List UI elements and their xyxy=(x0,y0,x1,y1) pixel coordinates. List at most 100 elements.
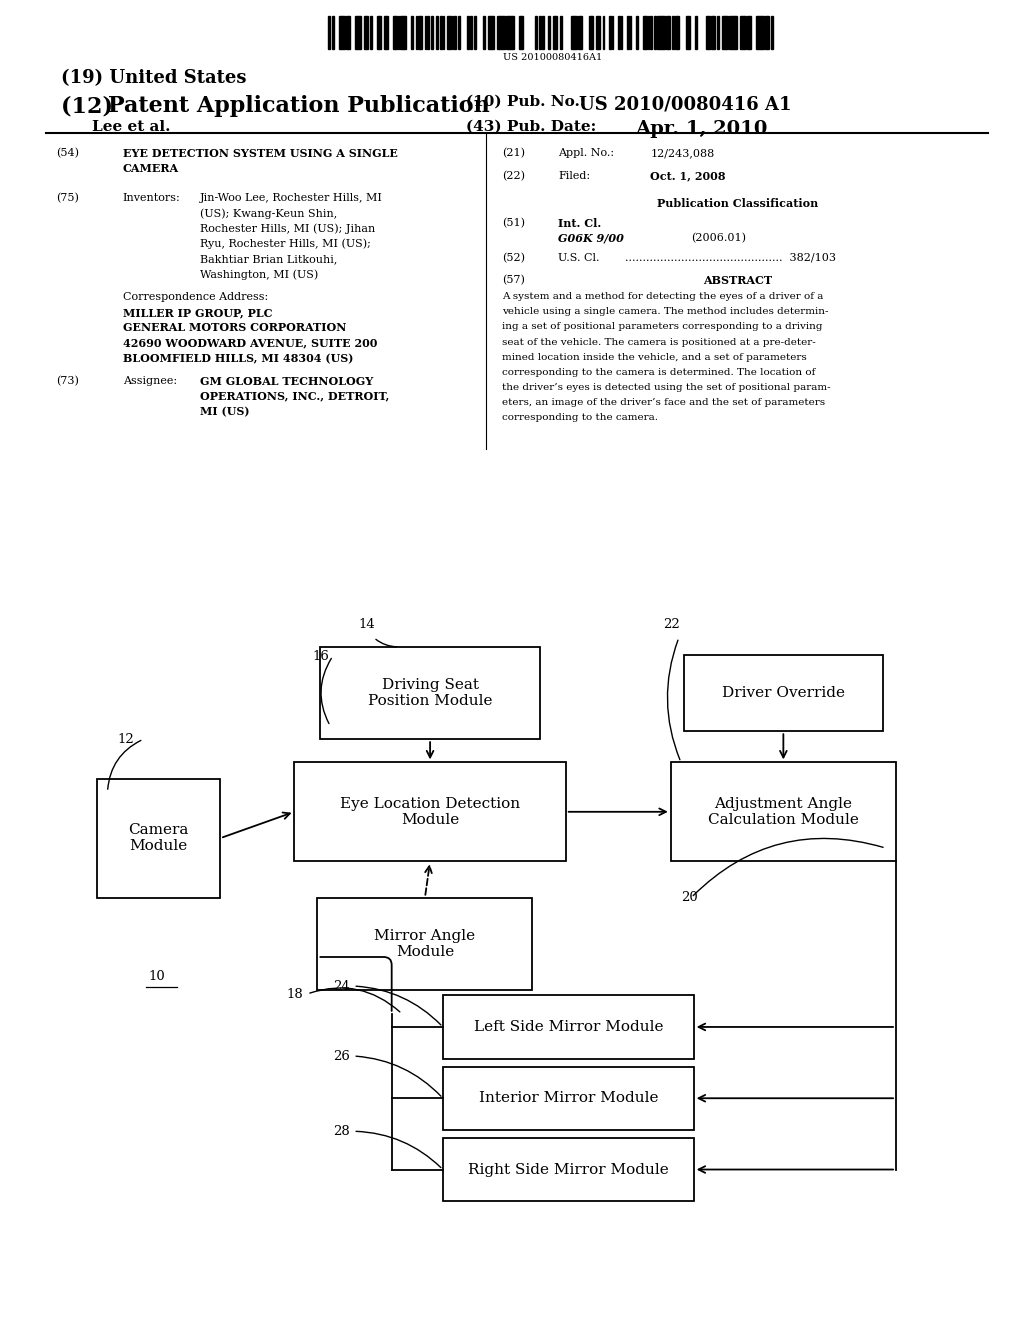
Text: Publication Classification: Publication Classification xyxy=(656,198,818,209)
FancyBboxPatch shape xyxy=(684,655,883,731)
Bar xyxy=(571,16,572,49)
Bar xyxy=(758,16,760,49)
Text: (57): (57) xyxy=(502,276,524,285)
Text: A system and a method for detecting the eyes of a driver of a: A system and a method for detecting the … xyxy=(502,292,823,301)
Bar xyxy=(452,16,454,49)
Text: .............................................  382/103: ........................................… xyxy=(625,252,836,263)
Bar xyxy=(713,16,715,49)
Text: Adjustment Angle
Calculation Module: Adjustment Angle Calculation Module xyxy=(708,797,859,826)
Bar xyxy=(474,16,476,49)
Bar xyxy=(771,16,773,49)
Text: (51): (51) xyxy=(502,218,524,228)
Bar xyxy=(724,16,726,49)
Bar xyxy=(609,16,611,49)
Text: (10) Pub. No.:: (10) Pub. No.: xyxy=(466,95,586,110)
Bar xyxy=(454,16,456,49)
Bar xyxy=(366,16,368,49)
Bar xyxy=(447,16,449,49)
Bar xyxy=(647,16,649,49)
Text: Assignee:: Assignee: xyxy=(123,375,177,385)
Text: MILLER IP GROUP, PLC: MILLER IP GROUP, PLC xyxy=(123,308,272,318)
Text: mined location inside the vehicle, and a set of parameters: mined location inside the vehicle, and a… xyxy=(502,352,807,362)
Text: eters, an image of the driver’s face and the set of parameters: eters, an image of the driver’s face and… xyxy=(502,399,825,408)
Text: (75): (75) xyxy=(56,193,79,203)
Bar xyxy=(397,16,399,49)
FancyBboxPatch shape xyxy=(317,898,532,990)
Bar xyxy=(636,16,638,49)
Text: (43) Pub. Date:: (43) Pub. Date: xyxy=(466,120,596,135)
Text: corresponding to the camera is determined. The location of: corresponding to the camera is determine… xyxy=(502,368,815,378)
Bar xyxy=(688,16,690,49)
Bar xyxy=(630,16,632,49)
Text: MI (US): MI (US) xyxy=(200,405,249,417)
Text: 12/243,088: 12/243,088 xyxy=(650,148,715,158)
Bar xyxy=(504,16,505,49)
Bar xyxy=(521,16,523,49)
Text: 12: 12 xyxy=(118,733,134,746)
Text: Driver Override: Driver Override xyxy=(722,686,845,700)
FancyBboxPatch shape xyxy=(671,762,896,861)
Bar xyxy=(489,16,492,49)
Text: Lee et al.: Lee et al. xyxy=(92,120,171,135)
Bar xyxy=(450,16,452,49)
Text: 24: 24 xyxy=(333,979,349,993)
Bar xyxy=(756,16,758,49)
FancyBboxPatch shape xyxy=(97,779,220,898)
Bar xyxy=(343,16,345,49)
Bar xyxy=(664,16,666,49)
Bar xyxy=(431,16,433,49)
Bar xyxy=(589,16,591,49)
Bar xyxy=(726,16,728,49)
Bar xyxy=(746,16,749,49)
Bar xyxy=(359,16,361,49)
Text: (2006.01): (2006.01) xyxy=(691,232,746,243)
Text: Right Side Mirror Module: Right Side Mirror Module xyxy=(468,1163,669,1176)
Text: Inventors:: Inventors: xyxy=(123,193,180,203)
Bar xyxy=(611,16,613,49)
Text: Jin-Woo Lee, Rochester Hills, MI: Jin-Woo Lee, Rochester Hills, MI xyxy=(200,193,383,203)
Text: Washington, MI (US): Washington, MI (US) xyxy=(200,269,317,280)
Bar xyxy=(354,16,356,49)
Bar xyxy=(540,16,542,49)
Text: Appl. No.:: Appl. No.: xyxy=(558,148,614,158)
Bar xyxy=(767,16,769,49)
Text: US 20100080416A1: US 20100080416A1 xyxy=(504,53,602,62)
Text: Interior Mirror Module: Interior Mirror Module xyxy=(478,1092,658,1105)
Text: ABSTRACT: ABSTRACT xyxy=(702,276,772,286)
Text: vehicle using a single camera. The method includes determin-: vehicle using a single camera. The metho… xyxy=(502,308,828,317)
Text: Apr. 1, 2010: Apr. 1, 2010 xyxy=(635,120,767,139)
Bar xyxy=(427,16,429,49)
Bar xyxy=(425,16,426,49)
Bar xyxy=(742,16,744,49)
Bar xyxy=(371,16,373,49)
Bar xyxy=(386,16,388,49)
Text: 28: 28 xyxy=(333,1125,349,1138)
Text: EYE DETECTION SYSTEM USING A SINGLE: EYE DETECTION SYSTEM USING A SINGLE xyxy=(123,148,397,158)
Bar xyxy=(735,16,737,49)
Text: seat of the vehicle. The camera is positioned at a pre-deter-: seat of the vehicle. The camera is posit… xyxy=(502,338,815,347)
Text: (52): (52) xyxy=(502,252,524,263)
Bar xyxy=(470,16,471,49)
Text: US 2010/0080416 A1: US 2010/0080416 A1 xyxy=(579,95,792,114)
Bar xyxy=(668,16,670,49)
Bar xyxy=(339,16,341,49)
Text: 22: 22 xyxy=(664,618,680,631)
Text: BLOOMFIELD HILLS, MI 48304 (US): BLOOMFIELD HILLS, MI 48304 (US) xyxy=(123,352,353,364)
Bar xyxy=(535,16,537,49)
Bar xyxy=(420,16,422,49)
Text: 18: 18 xyxy=(287,987,303,1001)
Bar xyxy=(483,16,485,49)
Bar xyxy=(765,16,767,49)
Bar xyxy=(645,16,647,49)
Bar xyxy=(499,16,501,49)
Bar xyxy=(542,16,544,49)
Bar xyxy=(598,16,600,49)
Text: (22): (22) xyxy=(502,170,524,181)
Bar xyxy=(497,16,499,49)
Bar xyxy=(549,16,550,49)
Text: GM GLOBAL TECHNOLOGY: GM GLOBAL TECHNOLOGY xyxy=(200,375,373,387)
Text: Mirror Angle
Module: Mirror Angle Module xyxy=(375,929,475,958)
Bar xyxy=(628,16,629,49)
Text: Patent Application Publication: Patent Application Publication xyxy=(108,95,489,117)
FancyBboxPatch shape xyxy=(443,995,694,1059)
